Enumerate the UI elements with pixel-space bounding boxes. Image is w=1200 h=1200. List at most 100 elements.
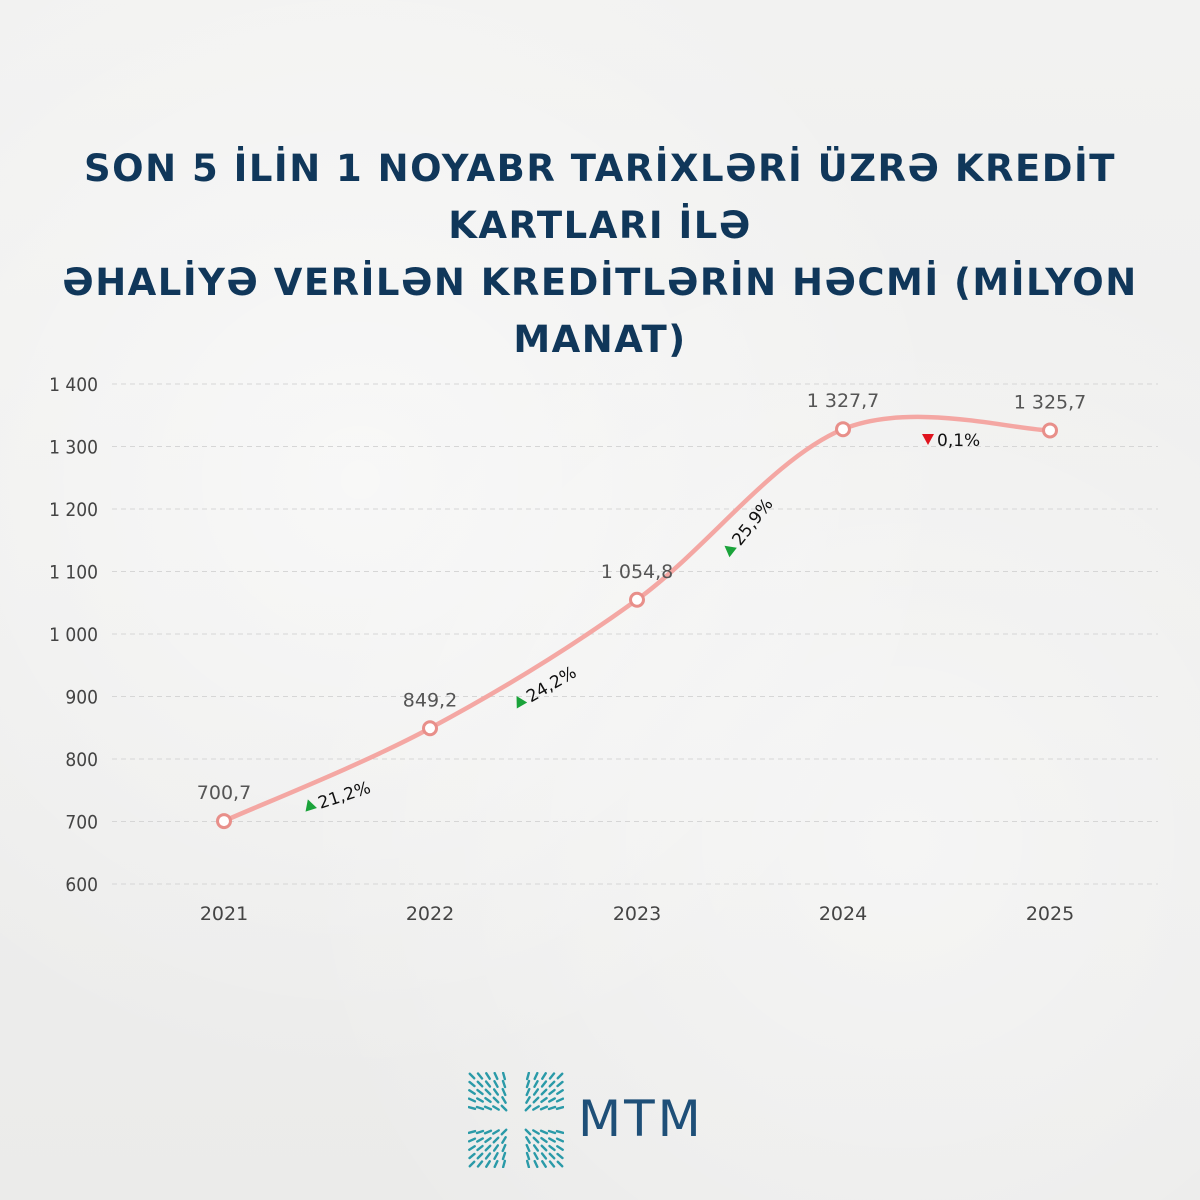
x-tick-label: 2024: [819, 903, 867, 925]
logo-dash: [501, 1151, 507, 1161]
logo-dash: [540, 1080, 548, 1088]
logo-dash: [501, 1136, 507, 1144]
logo-dash: [485, 1160, 491, 1168]
logo-dash: [501, 1071, 507, 1081]
chart-title: SON 5 İLİN 1 NOYABR TARİXLƏRİ ÜZRƏ KREDİ…: [0, 140, 1200, 368]
logo-dash: [555, 1105, 565, 1111]
logo-dash: [540, 1088, 548, 1096]
logo-dash: [532, 1144, 540, 1152]
logo-dash: [525, 1096, 531, 1104]
logo-dash: [532, 1136, 540, 1144]
logo-dash: [468, 1152, 476, 1160]
logo-dash: [468, 1072, 476, 1080]
logo-dash: [556, 1152, 564, 1160]
y-tick-label: 1 300: [49, 437, 98, 459]
change-annotation: 24,2%: [516, 663, 580, 709]
logo-dash: [540, 1144, 548, 1152]
logo-dash: [484, 1152, 492, 1160]
y-tick-label: 1 000: [49, 624, 98, 646]
logo-dash: [532, 1088, 540, 1096]
change-annotation: 0,1%: [922, 431, 980, 451]
change-annotation: 25,9%: [724, 495, 777, 558]
logo-dash: [476, 1144, 484, 1152]
logo-dash: [500, 1104, 508, 1112]
logo-dash: [484, 1096, 492, 1104]
logo-dash: [540, 1096, 548, 1104]
logo-dash: [476, 1088, 484, 1096]
logo-dash: [533, 1159, 539, 1169]
logo-dash: [524, 1128, 532, 1136]
logo-dash: [493, 1152, 499, 1160]
x-tick-label: 2021: [200, 903, 248, 925]
logo-dash: [476, 1152, 484, 1160]
logo-dash: [475, 1129, 485, 1135]
logo-dash: [525, 1087, 531, 1097]
y-tick-label: 600: [65, 874, 98, 896]
logo-dash: [483, 1129, 493, 1135]
logo-dash: [476, 1137, 484, 1143]
logo-dash: [492, 1136, 500, 1144]
logo-dash: [484, 1136, 492, 1144]
change-label: 21,2%: [316, 778, 374, 814]
logo-dash: [556, 1080, 564, 1088]
y-tick-label: 1 100: [49, 562, 98, 584]
logo-dash: [493, 1080, 499, 1088]
down-arrow-icon: [922, 434, 934, 445]
data-point: [835, 421, 851, 438]
logo-dash: [501, 1143, 507, 1153]
up-arrow-icon: [724, 545, 737, 558]
logo-dash: [467, 1105, 477, 1111]
logo-dash: [467, 1129, 477, 1135]
logo-dash: [539, 1105, 549, 1111]
up-arrow-icon: [516, 695, 528, 709]
logo-dash: [493, 1071, 499, 1081]
logo-dash: [476, 1160, 484, 1168]
logo-dash: [492, 1129, 500, 1135]
logo-dash: [483, 1105, 493, 1111]
y-tick-label: 900: [65, 687, 98, 709]
logo-dash: [555, 1097, 565, 1103]
logo-dash: [540, 1136, 548, 1144]
data-point: [1042, 422, 1058, 439]
data-point: [422, 720, 438, 737]
data-label: 1 054,8: [601, 561, 674, 583]
logo-dash: [501, 1159, 507, 1169]
logo-dash: [525, 1071, 531, 1081]
series-line: [221, 414, 1053, 824]
logo-dash: [533, 1080, 539, 1088]
logo-dash: [493, 1159, 499, 1169]
logo-dash: [492, 1088, 500, 1096]
logo-dash: [548, 1097, 556, 1103]
logo-dash: [541, 1072, 547, 1080]
logo-dash: [492, 1105, 500, 1111]
data-point: [629, 591, 645, 608]
logo-dash: [476, 1080, 484, 1088]
logo-dash: [468, 1089, 476, 1095]
change-label: 25,9%: [728, 495, 777, 550]
y-tick-label: 1 400: [49, 374, 98, 396]
logo-dash: [475, 1105, 485, 1111]
logo-dash: [484, 1088, 492, 1096]
title-line-1: SON 5 İLİN 1 NOYABR TARİXLƏRİ ÜZRƏ KREDİ…: [84, 147, 1116, 247]
logo-dash: [500, 1128, 508, 1136]
data-point: [216, 813, 232, 830]
logo-dash: [467, 1097, 477, 1103]
y-tick-label: 800: [65, 749, 98, 771]
logo-dash: [525, 1079, 531, 1089]
logo-dash: [548, 1088, 556, 1096]
logo-dash: [525, 1159, 531, 1169]
x-tick-label: 2022: [406, 903, 454, 925]
line-chart: 600 700 800 900 1 000 1 100 1 200 1 300 1 400 202…: [49, 374, 1158, 925]
logo: MTM: [467, 1071, 738, 1172]
logo-dash: [548, 1080, 556, 1088]
logo-dash: [532, 1129, 540, 1135]
logo-dash: [548, 1152, 556, 1160]
logo-dash: [501, 1087, 507, 1097]
logo-dash: [548, 1160, 556, 1168]
logo-dash: [532, 1096, 540, 1104]
x-tick-label: 2025: [1026, 903, 1074, 925]
logo-dash: [533, 1071, 539, 1081]
logo-dash: [468, 1080, 476, 1088]
logo-dash: [540, 1152, 548, 1160]
